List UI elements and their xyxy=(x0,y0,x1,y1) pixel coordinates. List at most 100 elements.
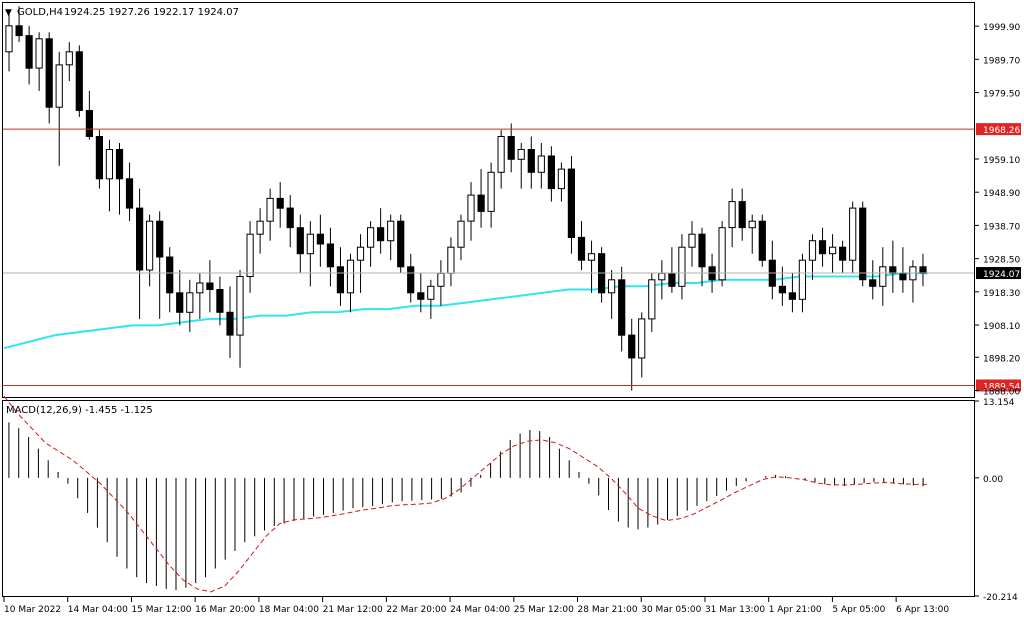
candles xyxy=(5,6,927,391)
time-tick-label: 6 Apr 13:00 xyxy=(896,605,949,615)
candle xyxy=(367,221,375,267)
candle xyxy=(557,162,565,202)
price-tick-label: 1948.90 xyxy=(983,189,1020,199)
candle-body xyxy=(367,227,375,248)
candle xyxy=(477,169,485,228)
candle-body xyxy=(457,220,465,248)
candle xyxy=(15,6,23,43)
candle-body xyxy=(105,149,114,180)
candle-body xyxy=(437,272,445,287)
horizontal-levels[interactable]: 1968.26 1889.54 1924.07 xyxy=(3,123,1021,392)
candle-body xyxy=(447,246,455,274)
candle-body xyxy=(256,220,264,235)
candle xyxy=(577,221,586,271)
candle-body xyxy=(75,51,83,111)
macd-panel[interactable] xyxy=(2,400,975,597)
candle xyxy=(839,240,847,274)
candle xyxy=(718,221,726,287)
candle-body xyxy=(276,197,284,209)
candle-body xyxy=(25,35,33,69)
candle xyxy=(256,208,264,254)
candle xyxy=(567,156,575,254)
candle xyxy=(869,260,877,300)
candle-body xyxy=(226,311,234,336)
candle xyxy=(748,214,756,254)
time-tick-label: 16 Mar 20:00 xyxy=(195,605,255,615)
price-tick-label: 1959.10 xyxy=(983,156,1020,166)
candle-body xyxy=(377,227,385,242)
candle-body xyxy=(196,282,204,294)
candle xyxy=(497,129,505,189)
macd-axis: 13.154 0.00 -20.214 xyxy=(975,398,1018,603)
candle-body xyxy=(818,240,827,255)
candle xyxy=(55,51,63,166)
macd-label: MACD(12,26,9) -1.455 -1.125 xyxy=(6,405,153,416)
candle-body xyxy=(45,38,53,108)
candle xyxy=(377,208,385,254)
candle-body xyxy=(507,136,515,160)
candle xyxy=(547,146,555,202)
candle xyxy=(829,234,837,274)
candle xyxy=(125,162,134,222)
current-price-label-bg xyxy=(976,267,1021,280)
candle xyxy=(678,234,686,300)
time-tick-label: 28 Mar 21:00 xyxy=(578,605,638,615)
candle-body xyxy=(166,256,174,294)
symbol-menu-arrow[interactable]: ▼ xyxy=(5,8,12,18)
candle-body xyxy=(176,292,184,313)
candle-body xyxy=(417,292,425,300)
candle-body xyxy=(638,318,646,359)
candle-body xyxy=(387,220,395,242)
candle xyxy=(618,266,626,352)
price-tick-label: 1898.20 xyxy=(983,354,1020,364)
candle xyxy=(45,32,53,124)
candle xyxy=(226,286,234,358)
candle-body xyxy=(326,243,334,268)
candle-body xyxy=(778,285,786,294)
time-tick-label: 21 Mar 12:00 xyxy=(323,605,383,615)
candle xyxy=(156,211,164,319)
candle-body xyxy=(678,246,686,287)
candle-body xyxy=(738,201,746,229)
price-tick-label: 1989.70 xyxy=(983,56,1020,66)
candle-body xyxy=(336,266,344,294)
level-label-high: 1968.26 xyxy=(983,126,1020,136)
candle-body xyxy=(246,233,254,277)
time-tick-label: 25 Mar 12:00 xyxy=(514,605,574,615)
time-tick-label: 1 Apr 21:00 xyxy=(769,605,822,615)
candle-body xyxy=(688,233,696,248)
candle-body xyxy=(839,246,847,261)
candle-body xyxy=(919,266,927,274)
candle xyxy=(65,42,73,82)
candle-body xyxy=(567,168,575,239)
candle xyxy=(587,240,596,293)
candle-body xyxy=(407,266,415,294)
candle xyxy=(306,221,314,287)
candle xyxy=(537,143,545,189)
candle-body xyxy=(869,279,877,287)
candle xyxy=(387,214,395,261)
candle-body xyxy=(758,220,766,261)
candle-body xyxy=(15,25,23,37)
price-tick-label: 1999.90 xyxy=(983,23,1020,33)
candle xyxy=(326,227,334,287)
ohlc-values: 1924.25 1927.26 1922.17 1924.07 xyxy=(64,7,239,18)
price-tick-label: 1918.30 xyxy=(983,289,1020,299)
candle-body xyxy=(5,25,13,53)
candle-body xyxy=(517,149,525,160)
macd-tick-label: 13.154 xyxy=(983,398,1015,408)
candle-body xyxy=(316,233,324,245)
candle-body xyxy=(216,289,224,313)
candle xyxy=(296,214,304,274)
candle-body xyxy=(487,171,495,212)
time-axis: 10 Mar 2022 14 Mar 04:00 15 Mar 12:00 16 Ma… xyxy=(3,597,949,615)
candle xyxy=(95,129,104,189)
candle xyxy=(146,214,154,287)
time-tick-label: 14 Mar 04:00 xyxy=(68,605,128,615)
candle-body xyxy=(427,285,435,300)
candle-body xyxy=(95,136,104,180)
candle xyxy=(35,32,43,91)
candle xyxy=(216,276,224,326)
